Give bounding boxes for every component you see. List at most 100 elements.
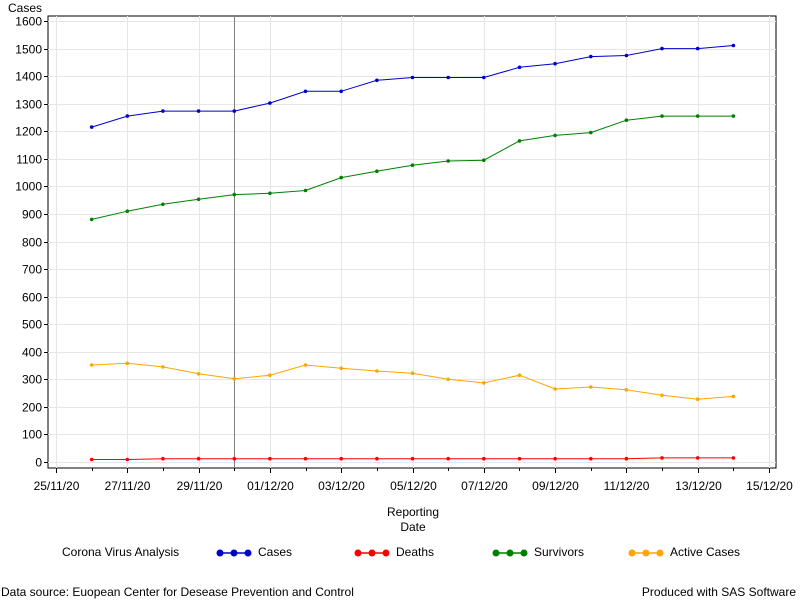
data-point-active-cases [161, 365, 165, 369]
software-credit-footnote: Produced with SAS Software [641, 585, 796, 599]
legend-label-active-cases: Active Cases [670, 545, 741, 559]
data-point-cases [375, 78, 379, 83]
data-point-cases [482, 75, 486, 80]
x-tick-label: 15/12/20 [746, 479, 793, 493]
x-tick-label: 07/12/20 [461, 479, 508, 493]
y-tick-label: 100 [22, 428, 42, 442]
y-tick-label: 1500 [15, 43, 42, 57]
data-point-active-cases [731, 394, 736, 399]
data-point-survivors [624, 118, 629, 122]
data-point-deaths [553, 456, 557, 461]
data-point-active-cases [624, 388, 629, 392]
data-point-survivors [410, 163, 415, 167]
data-point-active-cases [196, 372, 201, 376]
y-tick-label: 1600 [15, 15, 42, 29]
data-point-cases [339, 89, 344, 94]
data-point-deaths [695, 456, 700, 460]
data-point-survivors [196, 197, 201, 202]
data-point-active-cases [410, 371, 415, 376]
data-point-active-cases [695, 397, 700, 402]
data-point-cases [589, 54, 593, 59]
data-point-cases [196, 109, 201, 113]
grid-layer [47, 15, 777, 469]
legend-swatch-active-cases [628, 549, 664, 557]
data-point-survivors [446, 159, 451, 163]
data-point-deaths [517, 456, 522, 461]
legend-swatch-deaths [354, 549, 390, 557]
data-point-survivors [125, 209, 130, 213]
data-point-survivors [339, 175, 344, 180]
data-point-cases [303, 89, 308, 94]
data-point-active-cases [268, 373, 272, 378]
data-point-deaths [196, 456, 201, 461]
x-tick-label: 09/12/20 [532, 479, 579, 493]
x-tick-label: 13/12/20 [675, 479, 722, 493]
y-tick-label: 700 [22, 263, 42, 277]
data-point-deaths [446, 456, 451, 461]
data-point-active-cases [660, 393, 664, 398]
data-point-deaths [482, 456, 486, 461]
data-point-active-cases [446, 377, 451, 382]
y-tick-label: 300 [22, 373, 42, 387]
y-tick-label: 1200 [15, 125, 42, 139]
y-tick-label: 1000 [15, 180, 42, 194]
data-point-survivors [303, 188, 308, 193]
line-chart: 0 100 200 300 400 500 600 700 800 900 1000 1100 1200… [8, 1, 793, 534]
data-point-survivors [517, 139, 522, 143]
x-tick-label: 27/11/20 [105, 479, 151, 493]
data-point-survivors [161, 202, 165, 207]
y-tick-label: 1300 [15, 98, 42, 112]
data-point-active-cases [589, 385, 593, 389]
y-tick-label: 200 [22, 401, 42, 415]
y-tick-label: 600 [22, 291, 42, 305]
x-tick-label: 29/11/20 [177, 479, 223, 493]
series-layer [89, 43, 736, 462]
data-point-active-cases [125, 361, 130, 366]
data-point-survivors [89, 217, 94, 222]
data-point-survivors [660, 114, 664, 118]
y-tick-label: 0 [35, 456, 42, 470]
y-tick-label: 1400 [15, 70, 42, 84]
data-point-deaths [375, 456, 379, 461]
legend-swatch-survivors [492, 549, 528, 557]
data-point-cases [232, 109, 237, 113]
data-point-survivors [553, 133, 557, 138]
data-point-cases [161, 109, 165, 113]
data-point-active-cases [232, 377, 237, 381]
legend-label-deaths: Deaths [396, 545, 435, 559]
data-point-survivors [695, 114, 700, 118]
data-point-active-cases [339, 366, 344, 371]
data-point-cases [695, 46, 700, 51]
data-point-active-cases [303, 363, 308, 367]
x-tick-label: 05/12/20 [390, 479, 437, 493]
data-point-deaths [731, 456, 736, 460]
y-tick-label: 500 [22, 318, 42, 332]
data-point-cases [553, 61, 557, 66]
legend-label-survivors: Survivors [534, 545, 585, 559]
data-point-deaths [303, 456, 308, 461]
data-point-cases [268, 101, 272, 105]
data-point-deaths [268, 456, 272, 461]
data-point-cases [624, 53, 629, 58]
x-axis-title-line-2: Date [400, 520, 426, 534]
y-tick-label: 1100 [16, 153, 42, 167]
data-point-active-cases [553, 387, 557, 391]
y-tick-label: 900 [22, 208, 42, 222]
data-point-active-cases [482, 381, 486, 385]
data-point-cases [660, 46, 664, 51]
data-point-cases [125, 114, 130, 118]
data-point-deaths [161, 456, 165, 461]
data-point-survivors [232, 192, 237, 197]
data-point-active-cases [89, 363, 94, 367]
data-point-deaths [589, 456, 593, 461]
series-active-cases [89, 361, 736, 402]
legend-label-cases: Cases [258, 545, 293, 559]
x-tick-label: 11/12/20 [604, 479, 650, 493]
data-point-deaths [89, 457, 94, 462]
data-point-active-cases [517, 373, 522, 378]
x-tick-label: 25/11/20 [34, 479, 80, 493]
data-point-survivors [482, 158, 486, 162]
data-point-deaths [624, 456, 629, 461]
data-point-survivors [731, 114, 736, 118]
